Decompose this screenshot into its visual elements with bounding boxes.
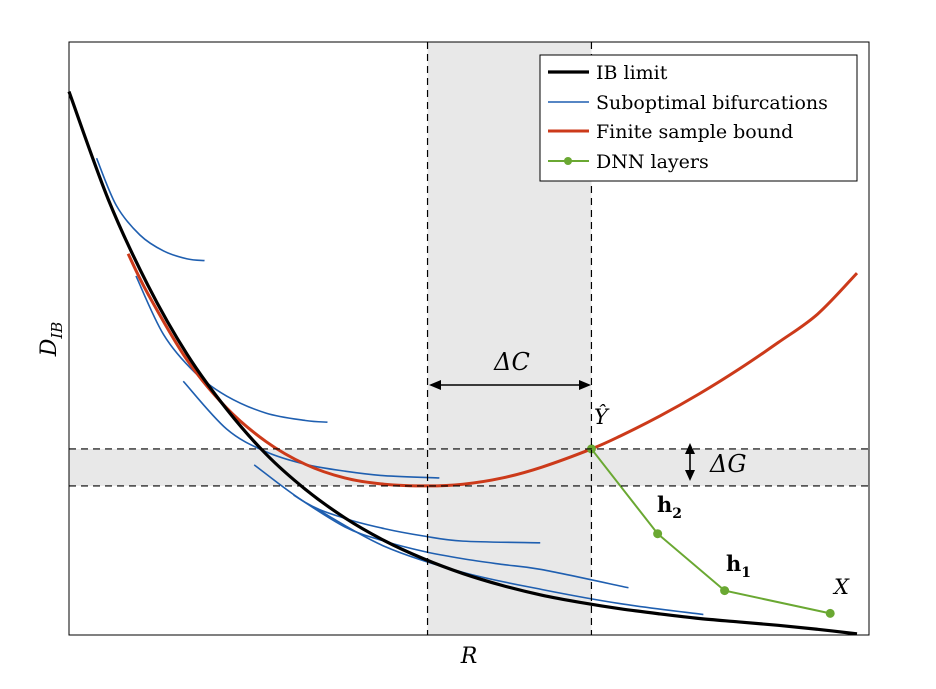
delta-c-label: ΔC bbox=[493, 348, 530, 376]
dnn-point-h2 bbox=[653, 529, 663, 539]
bifurcation-curve-2 bbox=[135, 275, 328, 423]
y-axis-label-main: D bbox=[37, 338, 62, 357]
dnn-layers-line bbox=[590, 448, 831, 615]
legend-box bbox=[539, 54, 858, 182]
x-input-label: X bbox=[832, 575, 850, 599]
legend-label-finite: Finite sample bound bbox=[596, 121, 793, 143]
h1-sub: 1 bbox=[741, 565, 751, 581]
legend: IB limit Suboptimal bifurcations Finite … bbox=[539, 54, 858, 182]
h1-main: h bbox=[726, 551, 741, 576]
y-axis-label-sub: IB bbox=[48, 322, 66, 340]
dnn-point-x bbox=[825, 608, 835, 618]
legend-label-dnn: DNN layers bbox=[596, 151, 709, 173]
h2-sub: 2 bbox=[672, 506, 682, 522]
curves bbox=[67, 91, 859, 636]
legend-label-ib: IB limit bbox=[596, 62, 668, 84]
legend-label-bifurcation: Suboptimal bifurcations bbox=[596, 92, 828, 114]
h2-main: h bbox=[657, 492, 672, 517]
bifurcation-curve-6 bbox=[316, 508, 704, 616]
y-hat-label: Ŷ bbox=[594, 405, 610, 429]
delta-g-label: ΔG bbox=[709, 450, 747, 478]
bifurcation-curve-1 bbox=[95, 157, 205, 262]
x-axis-label: R bbox=[460, 644, 478, 669]
h1-label: h1 bbox=[726, 551, 751, 581]
delta-g-shaded-band bbox=[69, 448, 869, 486]
y-axis-label: DIB bbox=[37, 322, 66, 358]
legend-marker-dnn bbox=[564, 157, 572, 165]
ib-limit-curve bbox=[67, 91, 858, 636]
dnn-point-h1 bbox=[720, 586, 730, 596]
delta-g-arrow bbox=[685, 443, 695, 481]
delta-c-arrow bbox=[429, 380, 591, 390]
h2-label: h2 bbox=[657, 492, 682, 522]
plot-frame bbox=[68, 41, 870, 636]
